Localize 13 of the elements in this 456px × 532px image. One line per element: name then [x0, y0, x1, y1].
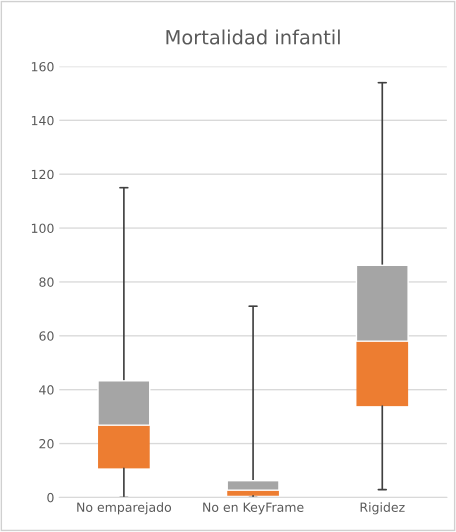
y-tick-label: 120	[32, 170, 54, 180]
y-tick-label: 80	[39, 277, 54, 287]
y-tick-label: 20	[39, 439, 54, 448]
y-tick-label: 140	[32, 116, 54, 126]
chart-title: Mortalidad infantil	[166, 30, 340, 45]
y-tick-label: 0	[47, 492, 54, 502]
y-tick-label: 100	[32, 224, 54, 234]
x-tick-label: Rigidez	[360, 502, 405, 514]
x-tick-label: No emparejado	[77, 502, 172, 514]
y-tick-label: 160	[32, 62, 54, 72]
y-tick-label: 40	[39, 385, 54, 395]
x-tick-label: No en KeyFrame	[203, 502, 304, 514]
y-tick-label: 60	[39, 331, 54, 341]
